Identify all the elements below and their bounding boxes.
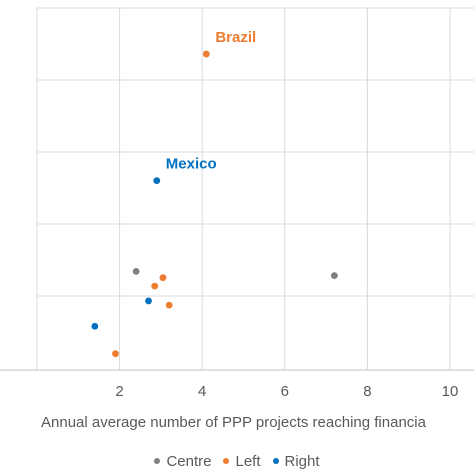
data-point-left — [112, 350, 119, 358]
legend-label: Centre — [166, 453, 212, 470]
x-tick-label: 10 — [442, 383, 459, 400]
legend-label: Right — [284, 453, 320, 470]
point-label-mexico: Mexico — [166, 156, 217, 173]
data-point-left — [159, 274, 167, 282]
data-point-right — [145, 297, 152, 305]
x-tick-label: 8 — [363, 383, 371, 400]
point-label-brazil: Brazil — [215, 29, 256, 46]
data-point-centre — [330, 272, 338, 279]
grid-lines — [37, 7, 474, 370]
x-tick-label: 6 — [281, 383, 289, 400]
data-point-centre — [132, 267, 140, 275]
data-point-left — [151, 282, 159, 290]
point-labels: Brazil Mexico — [166, 29, 256, 173]
legend: Centre Left Right — [0, 453, 474, 470]
x-tick-label: 4 — [198, 383, 206, 400]
legend-label: Left — [235, 453, 261, 470]
legend-item-left: Left — [223, 453, 261, 470]
data-points — [91, 50, 338, 358]
data-point-right — [153, 177, 161, 185]
data-point-left — [202, 50, 210, 58]
legend-item-right: Right — [272, 453, 320, 470]
data-point-left — [165, 301, 173, 309]
data-point-right — [91, 322, 99, 330]
legend-marker — [154, 458, 161, 465]
x-axis-title: Annual average number of PPP projects re… — [41, 414, 427, 431]
axes: 24681012 — [0, 8, 474, 400]
legend-marker — [223, 458, 230, 465]
x-tick-label: 2 — [115, 383, 123, 400]
legend-item-centre: Centre — [154, 453, 211, 470]
legend-marker — [272, 458, 279, 465]
